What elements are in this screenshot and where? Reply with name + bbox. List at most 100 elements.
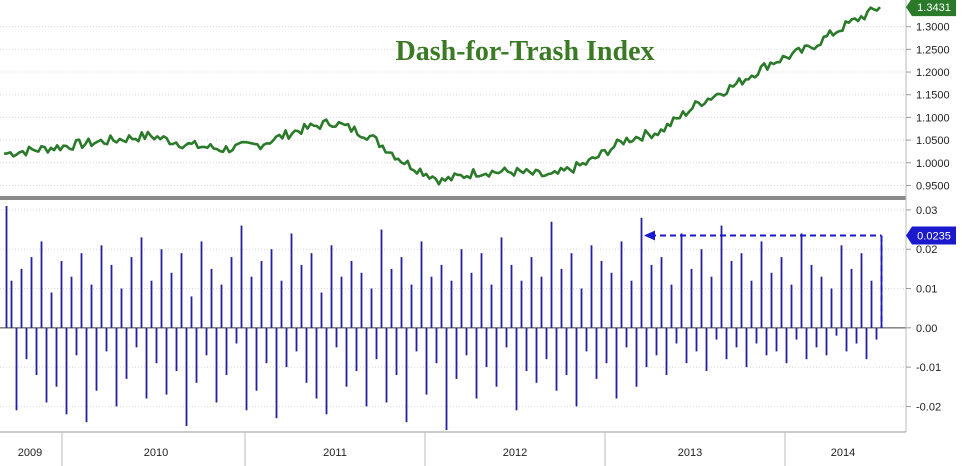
bottom-tick-label: -0.01 [916, 362, 941, 374]
return-bar [250, 276, 253, 328]
return-bar [650, 264, 653, 328]
return-bar [270, 249, 273, 328]
top-panel-gridlines [0, 26, 906, 186]
return-bar [695, 327, 698, 352]
return-bar [605, 327, 608, 364]
return-bar [670, 284, 673, 328]
return-bar [50, 292, 53, 328]
return-bar [305, 327, 308, 383]
return-bar [575, 327, 578, 407]
return-bar [75, 327, 78, 356]
return-bar [855, 327, 858, 344]
return-bar [240, 225, 243, 328]
return-bar [95, 327, 98, 391]
return-bar [875, 327, 878, 340]
return-bar [710, 276, 713, 328]
return-bar [505, 327, 508, 348]
top-tick-label: 1.3000 [916, 22, 950, 34]
return-bar [815, 327, 818, 348]
return-bar [440, 264, 443, 328]
bottom-tick-label: -0.02 [916, 401, 941, 413]
return-bar [15, 327, 18, 411]
bar-layer [5, 206, 883, 430]
return-bar [5, 206, 8, 328]
last-value-flags: 1.3431 0.0235 [906, 0, 956, 245]
index-line-layer [3, 6, 881, 186]
return-bar [320, 292, 323, 328]
return-bar [805, 327, 808, 360]
return-bar [45, 327, 48, 403]
return-bar [190, 296, 193, 328]
return-bar [485, 327, 488, 368]
return-bar [225, 327, 228, 375]
return-bar [530, 257, 533, 328]
return-bar [115, 327, 118, 407]
bottom-panel-gridlines [0, 209, 906, 407]
return-bar [860, 253, 863, 328]
return-bar [330, 245, 333, 328]
return-bar [535, 327, 538, 383]
bottom-tick-label: 0.02 [916, 244, 937, 256]
return-bar [355, 327, 358, 371]
return-bar [640, 217, 643, 328]
return-bar [465, 327, 468, 356]
return-bar [645, 327, 648, 368]
return-bar [215, 327, 218, 403]
return-bar [835, 327, 838, 336]
return-bar [255, 327, 258, 391]
return-bar [30, 257, 33, 328]
return-bar [445, 327, 448, 430]
return-bar [590, 245, 593, 328]
return-bar [145, 327, 148, 399]
return-bar [395, 327, 398, 375]
return-bar [560, 268, 563, 328]
return-bar [680, 233, 683, 328]
line-last-value-flag [906, 0, 956, 17]
year-label: 2011 [323, 447, 347, 459]
return-bar [550, 221, 553, 328]
return-bar [840, 245, 843, 328]
return-bar [580, 288, 583, 328]
return-bar [865, 327, 868, 360]
return-bar [420, 241, 423, 328]
return-bar [235, 327, 238, 344]
return-bar [495, 327, 498, 387]
return-bar [845, 327, 848, 352]
return-bar [520, 280, 523, 328]
return-bar [610, 272, 613, 328]
return-bar [385, 327, 388, 403]
return-bar [170, 272, 173, 328]
return-bar [370, 288, 373, 328]
return-bar [825, 327, 828, 356]
return-bar [110, 264, 113, 328]
return-bar [105, 327, 108, 352]
top-tick-label: 1.1500 [916, 90, 950, 102]
return-bar [475, 327, 478, 399]
return-bar [220, 284, 223, 328]
return-bar [665, 327, 668, 375]
return-bar [380, 229, 383, 328]
bottom-tick-label: 0.03 [916, 205, 937, 217]
return-bar [540, 276, 543, 328]
return-bar [90, 284, 93, 328]
return-bar [415, 327, 418, 352]
return-bar [755, 327, 758, 344]
return-bar [775, 327, 778, 352]
comparison-arrow-head [644, 230, 655, 241]
return-bar [185, 327, 188, 426]
top-tick-label: 1.2000 [916, 67, 950, 79]
return-bar [435, 327, 438, 364]
return-bar [595, 327, 598, 379]
return-bar [315, 327, 318, 399]
return-bar [880, 235, 883, 328]
return-bar [205, 327, 208, 356]
return-bar [450, 280, 453, 328]
return-bar [780, 257, 783, 328]
return-bar [150, 280, 153, 328]
year-label: 2012 [503, 447, 527, 459]
return-bar [25, 327, 28, 360]
return-bar [725, 327, 728, 360]
return-bar [340, 276, 343, 328]
return-bar [120, 288, 123, 328]
return-bar [430, 276, 433, 328]
